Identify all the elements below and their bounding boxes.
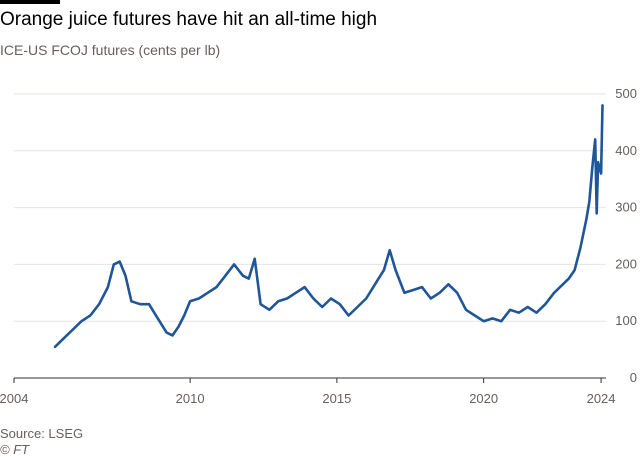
y-tick-label: 200 bbox=[615, 256, 637, 271]
x-tick-label: 2015 bbox=[322, 391, 351, 406]
copyright-credit: © FT bbox=[0, 442, 30, 457]
chart-subtitle: ICE-US FCOJ futures (cents per lb) bbox=[0, 42, 221, 58]
chart-title: Orange juice futures have hit an all-tim… bbox=[0, 9, 378, 30]
x-tick-label: 2010 bbox=[176, 391, 205, 406]
x-tick-label: 2020 bbox=[469, 391, 498, 406]
source-note: Source: LSEG bbox=[0, 426, 84, 441]
y-tick-label: 100 bbox=[615, 313, 637, 328]
series-line bbox=[53, 104, 604, 349]
x-tick-label: 2024 bbox=[587, 391, 616, 406]
header-accent-bar bbox=[0, 0, 60, 4]
y-tick-label: 400 bbox=[615, 143, 637, 158]
x-tick-label: 2004 bbox=[0, 391, 28, 406]
y-tick-label: 500 bbox=[615, 86, 637, 101]
y-tick-label: 0 bbox=[630, 370, 637, 385]
y-tick-label: 300 bbox=[615, 200, 637, 215]
